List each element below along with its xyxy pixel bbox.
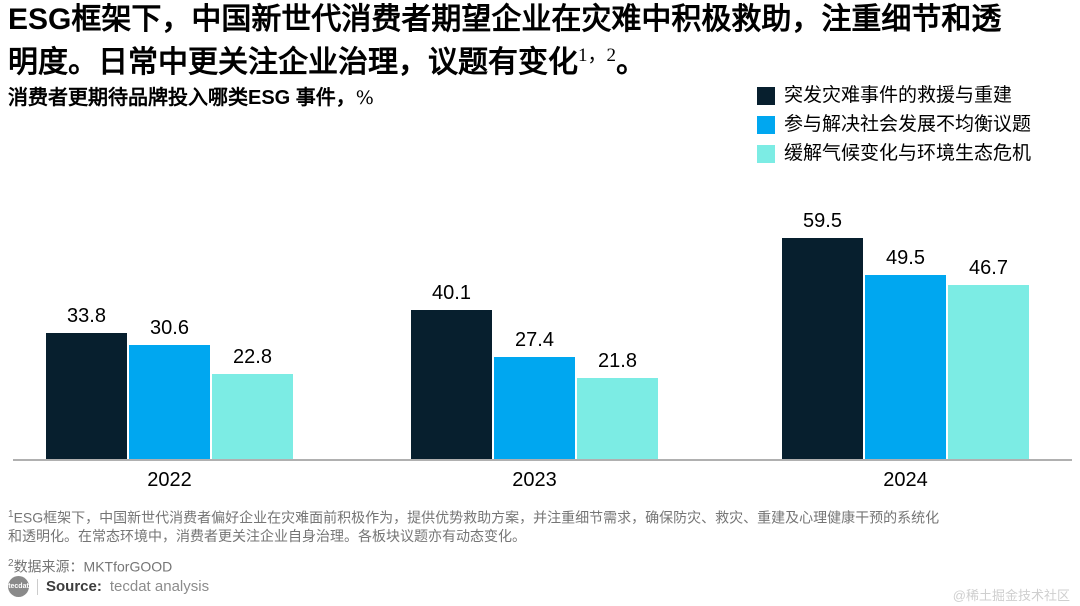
legend-label: 突发灾难事件的救援与重建 xyxy=(784,85,1013,106)
legend-label: 参与解决社会发展不均衡议题 xyxy=(784,114,1032,135)
x-axis-label: 2023 xyxy=(512,469,557,491)
title-line1: ESG框架下，中国新世代消费者期望企业在灾难中积极救助，注重细节和透 xyxy=(8,3,1002,36)
footnote-2: 2数据来源：MKTforGOOD xyxy=(8,555,1068,576)
bar-segment xyxy=(212,374,293,459)
page-title: ESG框架下，中国新世代消费者期望企业在灾难中积极救助，注重细节和透 明度。日常中… xyxy=(8,2,1068,81)
tecdat-logo: tecdat xyxy=(8,576,29,597)
bar-segment xyxy=(782,238,863,459)
bar-value-label: 30.6 xyxy=(150,317,189,339)
legend-label: 缓解气候变化与环境生态危机 xyxy=(784,143,1032,164)
bar-column: 59.5 xyxy=(782,210,863,459)
legend-swatch xyxy=(757,144,775,163)
legend-item: 参与解决社会发展不均衡议题 xyxy=(757,115,1031,134)
title-line2: 明度。日常中更关注企业治理，议题有变化 xyxy=(8,46,578,79)
bar-segment xyxy=(411,310,492,459)
bar-column: 30.6 xyxy=(129,317,210,459)
chart-title: 消费者更期待品牌投入哪类ESG 事件，% xyxy=(8,81,374,110)
footnote-1-line2: 和透明化。在常态环境中，消费者更关注企业自身治理。各板块议题亦有动态变化。 xyxy=(8,527,526,544)
watermark: @稀土掘金技术社区 xyxy=(952,588,1070,603)
bar-column: 22.8 xyxy=(212,346,293,459)
source-row: tecdat Source: tecdat analysis xyxy=(8,576,209,597)
legend-swatch xyxy=(757,115,775,134)
footnote-1: 1ESG框架下，中国新世代消费者偏好企业在灾难面前积极作为，提供优势救助方案，并… xyxy=(8,506,1068,545)
bar-value-label: 59.5 xyxy=(803,210,842,232)
chart-title-text: 消费者更期待品牌投入哪类ESG 事件， xyxy=(8,87,356,109)
source-value: tecdat analysis xyxy=(109,578,210,595)
bar-value-label: 21.8 xyxy=(598,350,637,372)
legend: 突发灾难事件的救援与重建 参与解决社会发展不均衡议题 缓解气候变化与环境生态危机 xyxy=(757,86,1031,163)
bar-value-label: 46.7 xyxy=(969,257,1008,279)
bar-value-label: 22.8 xyxy=(233,346,272,368)
bar-column: 49.5 xyxy=(865,247,946,459)
bar-segment xyxy=(46,333,127,459)
bar-value-label: 40.1 xyxy=(432,282,471,304)
x-axis-label: 2024 xyxy=(883,469,928,491)
title-superscript: 1，2 xyxy=(578,45,617,66)
bar-value-label: 33.8 xyxy=(67,305,106,327)
bar-segment xyxy=(494,357,575,459)
bar-column: 33.8 xyxy=(46,305,127,459)
chart-unit-label: % xyxy=(355,87,374,109)
bar-value-label: 49.5 xyxy=(886,247,925,269)
bar-group: 40.1 27.4 21.8 xyxy=(411,282,658,459)
bar-column: 40.1 xyxy=(411,282,492,459)
legend-swatch xyxy=(757,86,775,105)
footnote-2-text: 数据来源：MKTforGOOD xyxy=(13,558,173,575)
x-axis-line xyxy=(13,459,1072,461)
source-divider xyxy=(37,578,38,595)
bar-segment xyxy=(129,345,210,459)
bar-group: 59.5 49.5 46.7 xyxy=(782,210,1029,459)
source-label: Source: xyxy=(46,578,102,595)
bar-column: 21.8 xyxy=(577,350,658,459)
title-suffix: 。 xyxy=(616,46,647,79)
footnote-2-superscript: 2 xyxy=(8,558,14,569)
bar-group: 33.8 30.6 22.8 xyxy=(46,305,293,459)
bar-column: 27.4 xyxy=(494,329,575,459)
footnote-1-line1: ESG框架下，中国新世代消费者偏好企业在灾难面前积极作为，提供优势救助方案，并注… xyxy=(13,509,940,526)
bar-column: 46.7 xyxy=(948,257,1029,459)
legend-item: 缓解气候变化与环境生态危机 xyxy=(757,144,1031,163)
bar-segment xyxy=(577,378,658,459)
bar-value-label: 27.4 xyxy=(515,329,554,351)
x-axis-label: 2022 xyxy=(147,469,192,491)
bar-segment xyxy=(948,285,1029,459)
legend-item: 突发灾难事件的救援与重建 xyxy=(757,86,1031,105)
footnote-1-superscript: 1 xyxy=(8,509,14,520)
bar-segment xyxy=(865,275,946,459)
